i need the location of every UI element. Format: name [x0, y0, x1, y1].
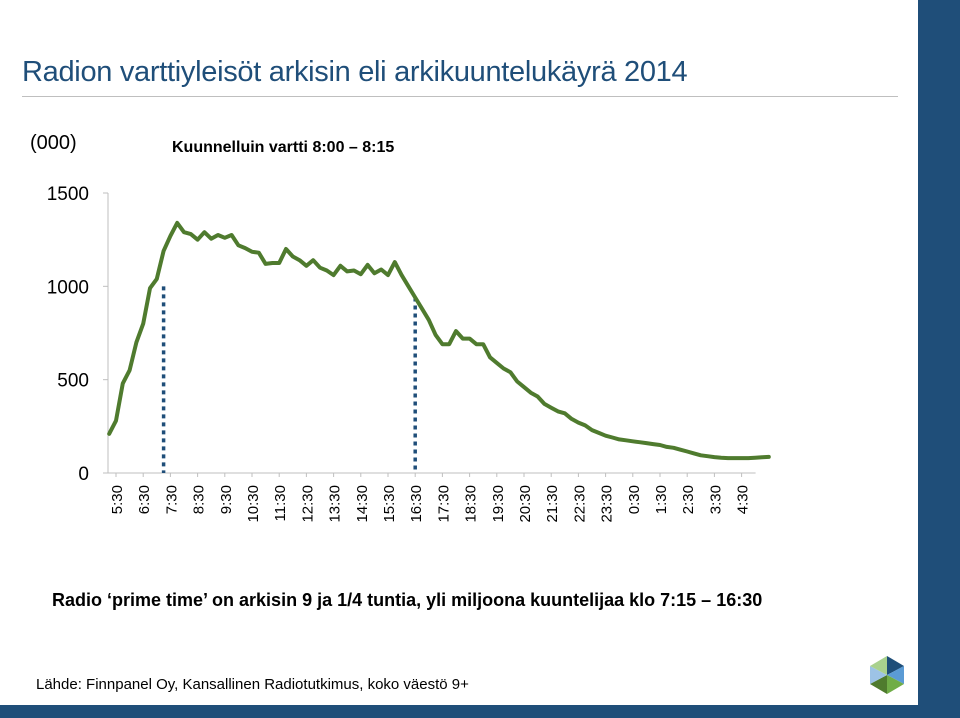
bottom-accent-bar — [0, 705, 918, 718]
x-tick-label: 5:30 — [109, 485, 126, 514]
x-tick-label: 11:30 — [272, 485, 289, 521]
x-tick-label: 4:30 — [735, 485, 752, 514]
x-tick-label: 18:30 — [463, 485, 480, 523]
x-tick-label: 2:30 — [680, 485, 697, 514]
x-tick-label: 15:30 — [381, 485, 398, 523]
source-note: Lähde: Finnpanel Oy, Kansallinen Radiotu… — [36, 676, 469, 693]
x-tick-label: 23:30 — [599, 485, 616, 523]
x-tick-label: 17:30 — [435, 485, 452, 523]
x-tick-label: 22:30 — [571, 485, 588, 523]
x-tick-label: 16:30 — [408, 485, 425, 523]
x-tick-label: 7:30 — [163, 485, 180, 514]
x-tick-label: 9:30 — [218, 485, 235, 514]
x-tick-label: 14:30 — [354, 485, 371, 523]
y-tick-label: 1500 — [47, 184, 89, 205]
x-tick-label: 6:30 — [136, 485, 153, 514]
x-tick-label: 13:30 — [327, 485, 344, 523]
x-tick-label: 10:30 — [245, 485, 262, 523]
series-line — [107, 220, 771, 461]
finnpanel-logo — [870, 656, 904, 694]
prime-time-caption: Radio ‘prime time’ on arkisin 9 ja 1/4 t… — [52, 590, 763, 610]
page-title: Radion varttiyleisöt arkisin eli arkikuu… — [22, 56, 688, 88]
right-accent-bar — [918, 0, 960, 718]
x-tick-label: 0:30 — [626, 485, 643, 514]
x-tick-label: 20:30 — [517, 485, 534, 523]
listening-curve-chart: 0 500 1000 1500 5:30 6:30 7:30 8:30 9:30 10:30 11:… — [47, 184, 771, 523]
title-divider — [22, 96, 898, 97]
y-unit-label: (000) — [30, 132, 77, 154]
x-tick-label: 19:30 — [490, 485, 507, 523]
peak-quarter-label: Kuunnelluin vartti 8:00 – 8:15 — [172, 139, 395, 156]
x-tick-label: 12:30 — [299, 485, 316, 523]
x-tick-label: 3:30 — [707, 485, 724, 514]
y-tick-label: 0 — [78, 464, 89, 485]
y-tick-label: 500 — [57, 371, 89, 392]
x-tick-label: 8:30 — [191, 485, 208, 514]
x-tick-label: 1:30 — [653, 485, 670, 514]
y-tick-label: 1000 — [47, 277, 89, 298]
x-tick-label: 21:30 — [544, 485, 561, 523]
